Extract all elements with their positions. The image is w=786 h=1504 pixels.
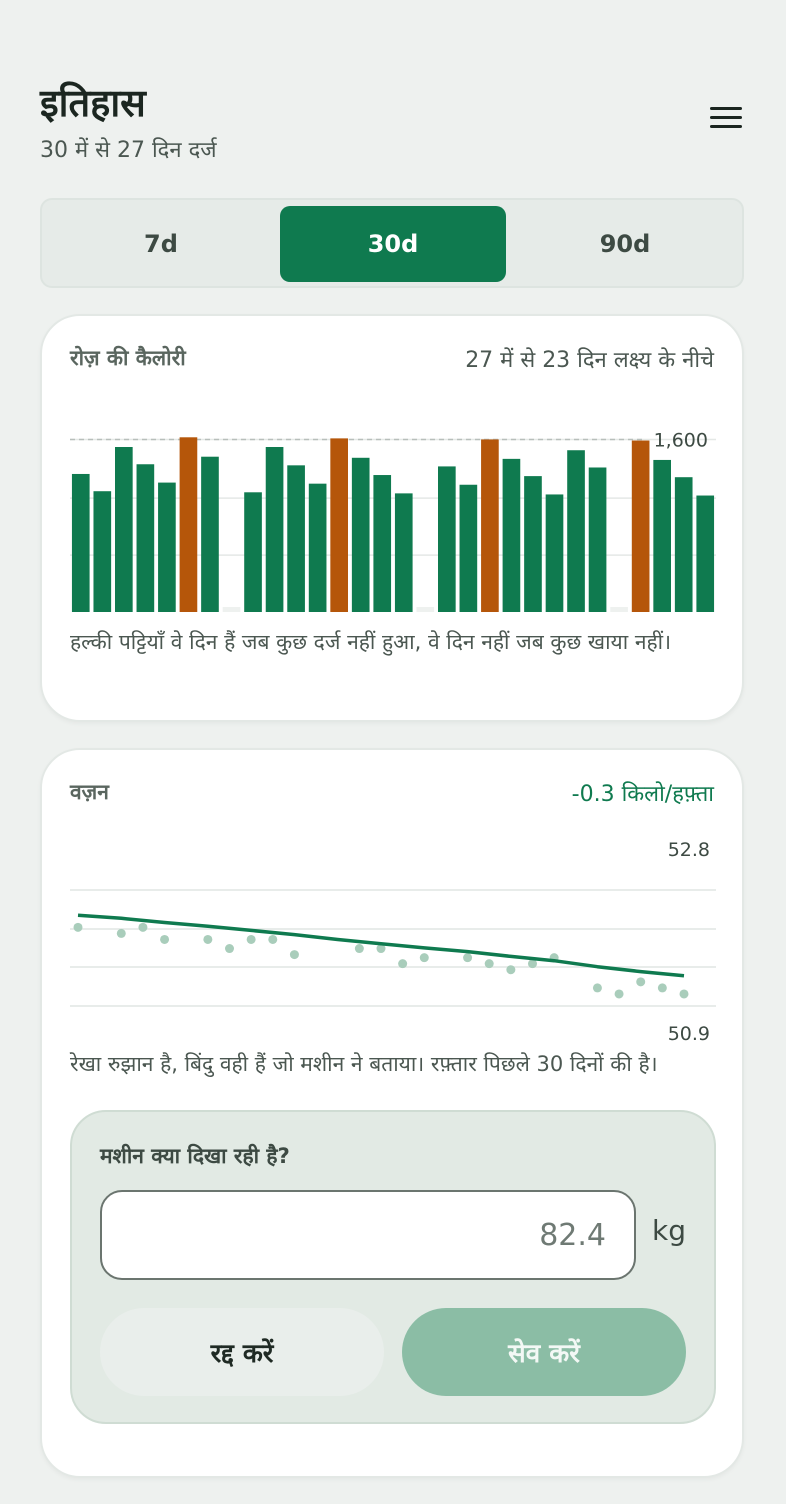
calorie-card-title: रोज़ की कैलोरी: [70, 346, 186, 370]
weight-point-10: [354, 944, 364, 954]
weight-point-7: [246, 934, 256, 944]
weight-point-14: [463, 953, 473, 963]
calorie-bar-day-23: [545, 494, 564, 612]
tab-90d[interactable]: 90d: [599, 230, 651, 258]
calorie-bar-day-20: [481, 439, 499, 612]
calorie-bar-day-6: [179, 437, 198, 612]
goal-label: 1,600: [654, 429, 708, 451]
weight-point-4: [160, 934, 170, 944]
weight-card: वज़न -0.3 किलो/हफ़्ता 52.8 50.9 रेखा रुझा…: [40, 748, 744, 1478]
weight-min-label: 50.9: [668, 1023, 710, 1045]
calorie-bar-day-29: [674, 477, 693, 612]
calorie-bar-day-7: [201, 456, 219, 612]
range-selector: 7d 30d 90d: [40, 198, 744, 288]
calorie-bar-day-9: [244, 492, 262, 612]
weight-trend-line: [77, 913, 685, 978]
calorie-bar-day-12: [308, 483, 327, 612]
calorie-bar-day-11: [287, 465, 305, 612]
weight-point-6: [225, 944, 234, 954]
calorie-bar-day-19: [459, 484, 478, 612]
page-subtitle: 30 में से 27 दिन दर्ज: [40, 138, 217, 163]
calorie-bar-day-25: [588, 467, 607, 612]
calorie-bar-day-8: [222, 607, 241, 612]
weight-rate: -0.3 किलो/हफ़्ता: [571, 782, 714, 807]
cancel-button[interactable]: रद्द करें: [100, 1308, 384, 1396]
tab-30d[interactable]: 30d: [280, 206, 506, 282]
menu-icon[interactable]: [706, 102, 746, 138]
weight-trend-chart: 52.8 50.9: [70, 839, 716, 1045]
weight-entry-label: मशीन क्या दिखा रही है?: [100, 1144, 290, 1168]
calorie-bar-chart: 1,600: [70, 429, 716, 612]
calorie-bar-day-13: [330, 438, 348, 612]
weight-point-20: [614, 989, 624, 999]
weight-input[interactable]: [100, 1190, 636, 1280]
save-button[interactable]: सेव करें: [402, 1308, 686, 1396]
calorie-bar-day-22: [524, 476, 542, 612]
calorie-bar-day-28: [653, 459, 671, 612]
calorie-goal-summary: 27 में से 23 दिन लक्ष्य के नीचे: [465, 348, 714, 373]
weight-point-13: [419, 953, 429, 963]
weight-point-5: [203, 934, 213, 944]
calorie-bar-day-2: [93, 491, 112, 612]
weight-point-11: [376, 944, 386, 954]
weight-point-23: [679, 989, 689, 999]
calorie-bar-day-10: [265, 447, 284, 612]
calorie-bar-day-3: [115, 447, 133, 612]
calorie-bar-day-24: [567, 450, 585, 612]
weight-note: रेखा रुझान है, बिंदु वही हैं जो मशीन ने …: [70, 1052, 658, 1076]
weight-point-16: [506, 965, 516, 975]
calorie-bar-day-21: [502, 458, 521, 612]
weight-point-1: [73, 922, 83, 932]
weight-point-15: [484, 959, 494, 969]
weight-point-17: [528, 959, 537, 969]
weight-card-title: वज़न: [70, 780, 109, 804]
weight-point-21: [636, 977, 646, 987]
calorie-card: रोज़ की कैलोरी 27 में से 23 दिन लक्ष्य क…: [40, 314, 744, 722]
calorie-note: हल्की पट्टियाँ वे दिन हैं जब कुछ दर्ज नह…: [70, 630, 672, 654]
weight-point-9: [289, 950, 299, 960]
calorie-bar-day-16: [394, 493, 413, 612]
weight-unit: kg: [652, 1214, 686, 1247]
calorie-bar-day-5: [158, 482, 176, 612]
calorie-bar-day-27: [631, 440, 650, 612]
weight-point-22: [657, 983, 667, 993]
calorie-bar-day-4: [136, 464, 155, 612]
calorie-bar-day-15: [373, 475, 392, 612]
weight-point-8: [268, 934, 278, 944]
weight-point-12: [398, 959, 408, 969]
calorie-bar-day-30: [696, 495, 715, 612]
page-header: इतिहास 30 में से 27 दिन दर्ज: [40, 80, 746, 170]
calorie-bar-day-1: [71, 473, 90, 612]
calorie-bar-day-14: [351, 457, 370, 612]
weight-entry-panel: मशीन क्या दिखा रही है? kg रद्द करें सेव …: [70, 1110, 716, 1424]
weight-point-2: [116, 928, 126, 938]
tab-7d[interactable]: 7d: [144, 230, 178, 258]
page-title: इतिहास: [40, 81, 146, 125]
weight-point-3: [138, 922, 148, 932]
calorie-bar-day-26: [610, 607, 628, 612]
weight-max-label: 52.8: [668, 839, 710, 861]
weight-point-19: [592, 983, 602, 993]
calorie-bar-day-17: [416, 607, 435, 612]
calorie-bar-day-18: [438, 466, 456, 612]
